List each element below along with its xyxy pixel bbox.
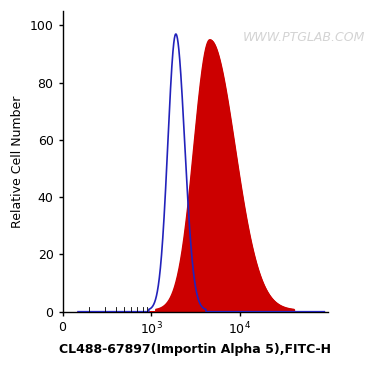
- X-axis label: CL488-67897(Importin Alpha 5),FITC-H: CL488-67897(Importin Alpha 5),FITC-H: [60, 343, 332, 356]
- Text: WWW.PTGLAB.COM: WWW.PTGLAB.COM: [243, 31, 366, 44]
- Y-axis label: Relative Cell Number: Relative Cell Number: [11, 95, 24, 228]
